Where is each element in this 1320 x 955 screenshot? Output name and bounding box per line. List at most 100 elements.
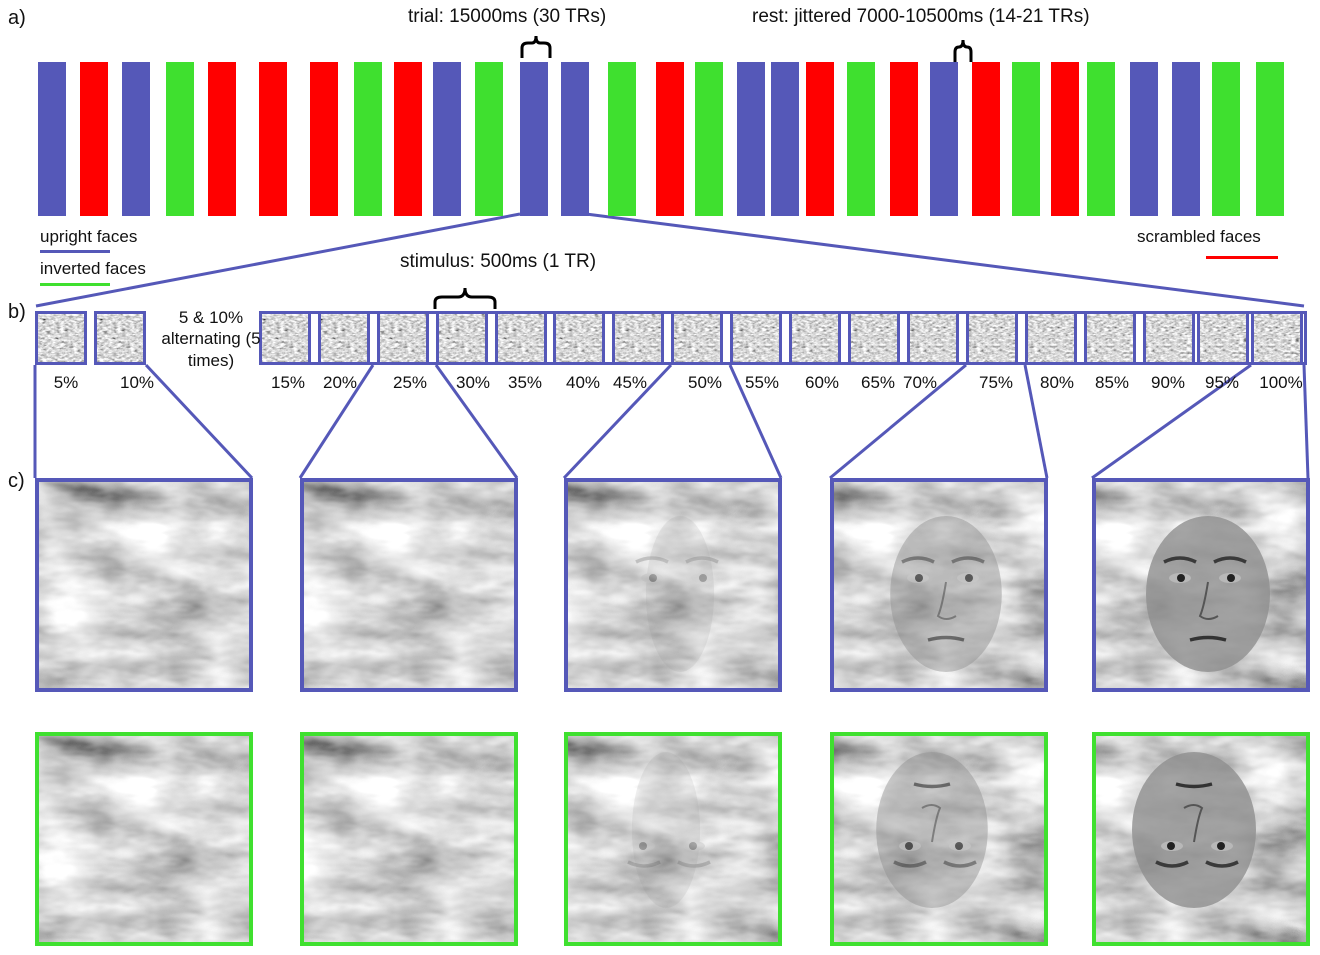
trial-bar-inverted — [1256, 62, 1284, 216]
percentage-label: 5% — [53, 373, 79, 392]
stimulus-annotation: stimulus: 500ms (1 TR) — [400, 251, 597, 272]
trial-bar-upright — [1130, 62, 1158, 216]
legend-scrambled-label: scrambled faces — [1137, 227, 1261, 246]
trial-bar-inverted — [475, 62, 503, 216]
legend-upright-label: upright faces — [40, 227, 138, 246]
trial-bar-scrambled — [80, 62, 108, 216]
curly-brace-icon — [433, 287, 497, 309]
face-image-icon — [635, 516, 719, 672]
stimulus-thumbnail — [907, 311, 959, 365]
percentage-label: 30% — [455, 373, 491, 392]
trial-bar-upright — [1172, 62, 1200, 216]
rest-annotation: rest: jittered 7000-10500ms (14-21 TRs) — [752, 6, 1090, 27]
stimulus-thumbnail — [612, 311, 664, 365]
trial-bar-scrambled — [208, 62, 236, 216]
face-image-icon — [890, 516, 1002, 672]
trial-bar-upright — [561, 62, 589, 216]
stimulus-thumbnail — [495, 311, 547, 365]
legend-inverted-line — [40, 283, 110, 286]
trial-annotation: trial: 15000ms (30 TRs) — [408, 6, 607, 27]
stimulus-thumbnail — [318, 311, 370, 365]
percentage-label: 65% — [860, 373, 896, 392]
trial-bar-upright — [122, 62, 150, 216]
percentage-label: 95% — [1204, 373, 1240, 392]
percentage-label: 70% — [902, 373, 938, 392]
trial-bar-upright — [38, 62, 66, 216]
percentage-label: 75% — [978, 373, 1014, 392]
trial-bar-inverted — [1012, 62, 1040, 216]
upright-stimulus-image — [564, 478, 782, 692]
trial-bar-upright — [433, 62, 461, 216]
percentage-label: 85% — [1094, 373, 1130, 392]
curly-brace-icon — [953, 39, 973, 62]
trial-bar-upright — [771, 62, 799, 216]
trial-bar-inverted — [847, 62, 875, 216]
trial-bar-upright — [930, 62, 958, 216]
trial-bar-inverted — [166, 62, 194, 216]
inverted-stimulus-image — [564, 732, 782, 946]
stimulus-thumbnail — [1143, 311, 1195, 365]
trial-bar-inverted — [1087, 62, 1115, 216]
upright-stimulus-image — [830, 478, 1048, 692]
legend-upright-line — [40, 250, 110, 253]
zoom-line — [144, 363, 254, 480]
trial-bar-scrambled — [394, 62, 422, 216]
percentage-label: 20% — [322, 373, 358, 392]
stimulus-thumbnail — [1025, 311, 1077, 365]
trial-bar-inverted — [608, 62, 636, 216]
percentage-label: 10% — [119, 373, 155, 392]
percentage-label: 45% — [612, 373, 648, 392]
stimulus-thumbnail — [94, 311, 146, 365]
panel-label-a: a) — [8, 7, 26, 29]
stimulus-thumbnail — [436, 311, 488, 365]
stimulus-thumbnail — [377, 311, 429, 365]
upright-stimulus-image — [1092, 478, 1310, 692]
trial-bar-scrambled — [656, 62, 684, 216]
inverted-stimulus-image — [35, 732, 253, 946]
zoom-line — [829, 363, 967, 480]
face-image-icon — [627, 752, 711, 908]
trial-bar-scrambled — [259, 62, 287, 216]
curly-brace-icon — [520, 35, 552, 58]
trial-bar-upright — [737, 62, 765, 216]
percentage-label: 40% — [565, 373, 601, 392]
stimulus-thumbnail — [1084, 311, 1136, 365]
inverted-stimulus-image — [830, 732, 1048, 946]
percentage-label: 15% — [270, 373, 306, 392]
percentage-label: 25% — [392, 373, 428, 392]
panel-label-b: b) — [8, 301, 26, 323]
face-image-icon — [1132, 752, 1256, 908]
panel-label-c: c) — [8, 470, 25, 492]
trial-bar-scrambled — [972, 62, 1000, 216]
legend-scrambled-line — [1206, 256, 1278, 259]
trial-bar-inverted — [695, 62, 723, 216]
percentage-label: 55% — [744, 373, 780, 392]
inverted-stimulus-image — [1092, 732, 1310, 946]
face-image-icon — [876, 752, 988, 908]
trial-bar-scrambled — [806, 62, 834, 216]
stimulus-thumbnail — [553, 311, 605, 365]
stimulus-thumbnail — [966, 311, 1018, 365]
trial-bar-scrambled — [1051, 62, 1079, 216]
trial-bar-inverted — [1212, 62, 1240, 216]
percentage-label: 80% — [1039, 373, 1075, 392]
face-image-icon — [1146, 516, 1270, 672]
zoom-line — [1302, 364, 1310, 479]
trial-bar-scrambled — [890, 62, 918, 216]
upright-stimulus-image — [35, 478, 253, 692]
stimulus-thumbnail — [789, 311, 841, 365]
percentage-label: 50% — [687, 373, 723, 392]
percentage-label: 90% — [1150, 373, 1186, 392]
inverted-stimulus-image — [300, 732, 518, 946]
legend-inverted-label: inverted faces — [40, 259, 146, 278]
percentage-label: 35% — [507, 373, 543, 392]
trial-bar-scrambled — [310, 62, 338, 216]
percentage-label: 60% — [804, 373, 840, 392]
stimulus-thumbnail — [35, 311, 87, 365]
percentage-label: 100% — [1259, 373, 1303, 392]
alternating-note: 5 & 10% alternating (5 times) — [161, 308, 261, 370]
trial-bar-inverted — [354, 62, 382, 216]
trial-bar-upright — [520, 62, 548, 216]
upright-stimulus-image — [300, 478, 518, 692]
